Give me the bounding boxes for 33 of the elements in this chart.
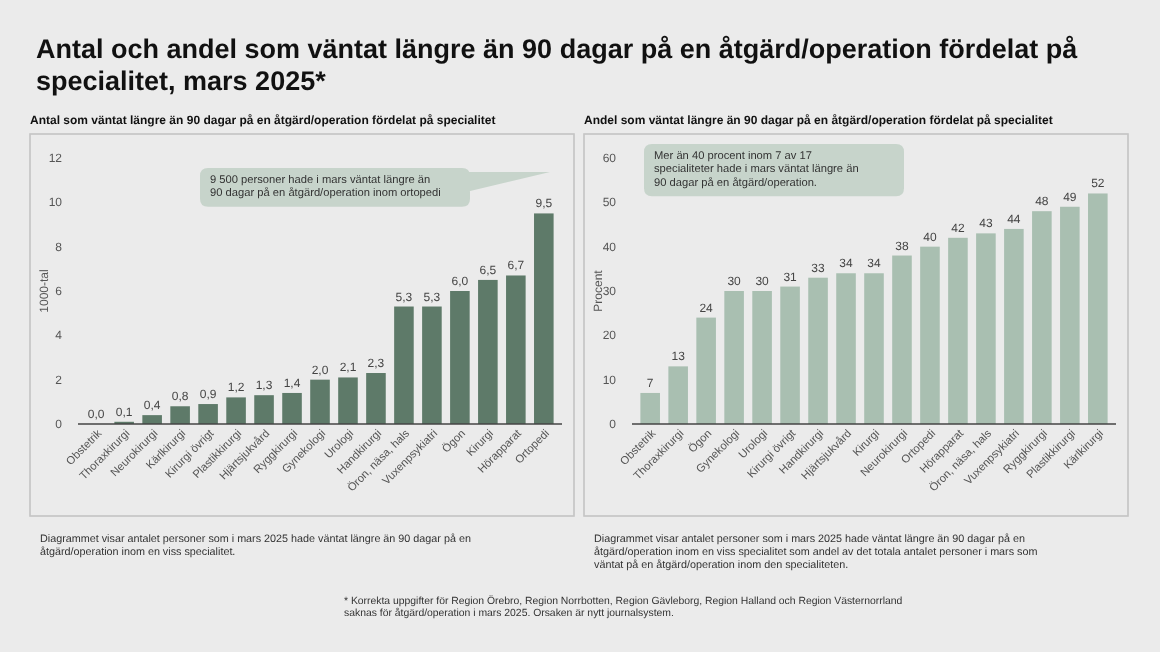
bar	[976, 233, 996, 424]
bar	[282, 392, 302, 424]
bar	[226, 397, 246, 424]
bar	[780, 286, 800, 424]
bar	[1032, 211, 1052, 424]
bar	[836, 273, 856, 424]
bar	[170, 406, 190, 424]
bar	[478, 279, 498, 424]
bar	[310, 379, 330, 424]
bar	[142, 415, 162, 424]
bar	[864, 273, 884, 424]
bar	[366, 373, 386, 424]
bar	[1060, 206, 1080, 424]
bar	[254, 395, 274, 424]
bar	[450, 291, 470, 424]
bar	[948, 237, 968, 424]
bar	[1088, 193, 1108, 424]
bar	[920, 246, 940, 424]
chart-title: Antal och andel som väntat längre än 90 dagar på en åtgärd/operation fördelat på specialitet, mars 2025*	[36, 34, 1079, 97]
bar	[1004, 228, 1024, 424]
bar	[808, 277, 828, 424]
bar	[506, 275, 526, 424]
bar	[198, 404, 218, 424]
bar	[534, 213, 554, 424]
bar	[640, 392, 660, 424]
bar	[724, 291, 744, 424]
bar	[394, 306, 414, 424]
bar	[422, 306, 442, 424]
bar	[668, 366, 688, 424]
bar	[892, 255, 912, 424]
bar	[696, 317, 716, 424]
bar	[752, 291, 772, 424]
bar	[338, 377, 358, 424]
